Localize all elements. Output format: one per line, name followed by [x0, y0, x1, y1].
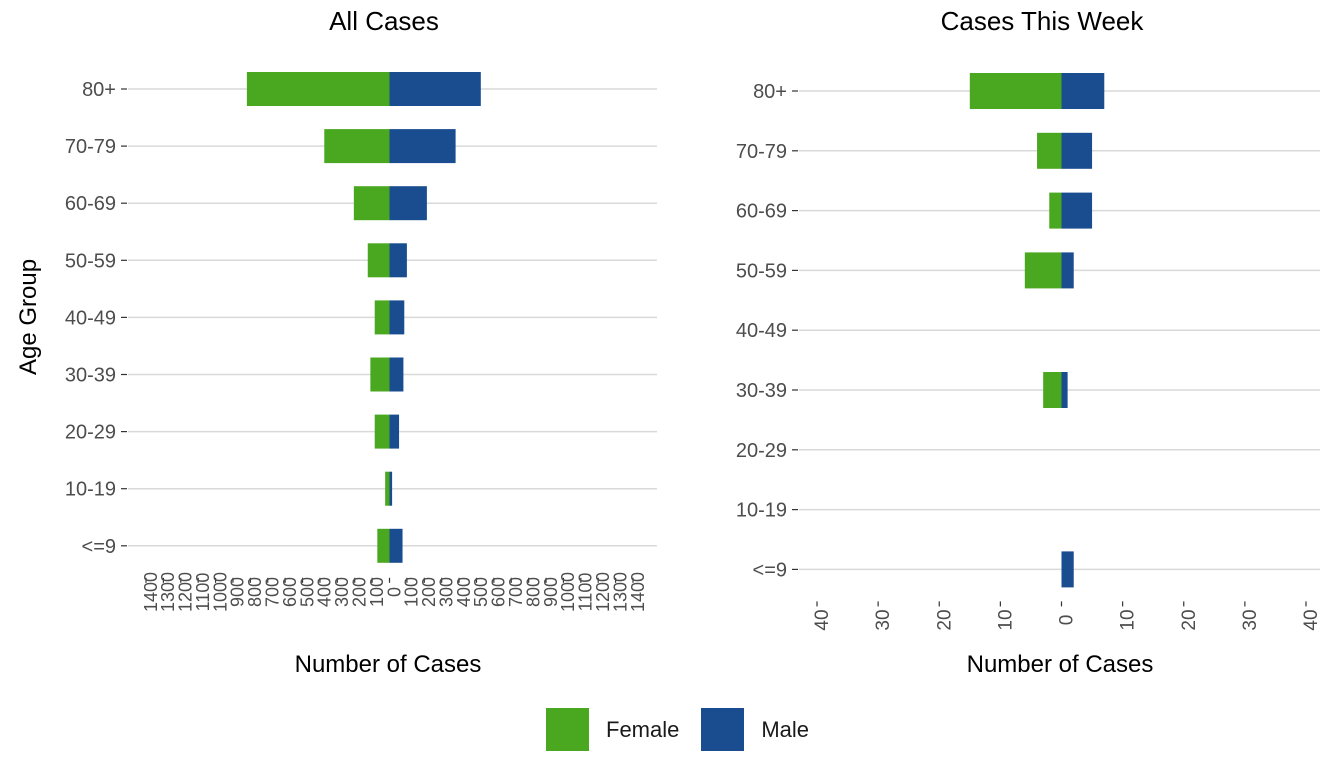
panel-week-x-axis-label: Number of Cases [967, 651, 1154, 678]
panel-all-x-tick-label: 800 [523, 577, 543, 607]
panel-all-bar-male [389, 528, 403, 563]
panel-all-bar-female [374, 414, 390, 449]
panel-all-x-tick-label: 900 [228, 577, 248, 607]
panel-all-x-tick-label: 1200 [593, 572, 613, 612]
panel-all-bar-female [374, 300, 390, 335]
panel-week-category-label: 60-69 [736, 201, 787, 223]
panel-all-bar-female [353, 186, 390, 221]
panel-all-x-tick-label: 300 [436, 577, 456, 607]
chart-root: All Cases 80+ 70-79 60-69 50-59 40-49 30-39 20-… [15, 6, 1322, 678]
panel-week-x-tick-label: 10 [1118, 609, 1139, 630]
panel-week-category-label: 30-39 [736, 380, 787, 402]
panel-week-bar-male [1061, 372, 1068, 408]
panel-all-x-tick-label: 300 [332, 577, 352, 607]
panel-all-category-label: 30-39 [65, 365, 116, 387]
panel-all-x-tick-label: 200 [419, 577, 439, 607]
panel-all-bar-female [377, 528, 390, 563]
panel-all-x-tick-label: 400 [454, 577, 474, 607]
panel-all-x-tick-label: 1100 [576, 573, 596, 612]
panel-week-bar-female [1049, 192, 1062, 229]
panel-all-x-tick-label: 700 [506, 577, 526, 607]
panel-week-x-tick-label: 40 [1301, 609, 1322, 630]
panel-all-bar-male [389, 357, 404, 392]
panel-all-category-label: 50-59 [65, 250, 116, 272]
panel-week-category-label: 70-79 [736, 141, 787, 163]
panel-week-bar-male [1061, 551, 1074, 588]
panel-all-x-tick-label: 600 [489, 577, 509, 607]
panel-week-category-label: 20-29 [736, 440, 787, 462]
panel-week-x-tick-label: 30 [873, 609, 894, 630]
panel-week-category-label: <=9 [753, 559, 787, 581]
panel-all-bar-male [389, 243, 407, 278]
panel-all-x-tick-label: 500 [297, 577, 317, 607]
panel-all-x-axis-label: Number of Cases [295, 651, 482, 678]
panel-all-bar-male [389, 414, 400, 449]
legend-swatch-male [701, 708, 745, 751]
panel-all-category-label: 60-69 [65, 193, 116, 215]
panel-week-bar-male [1061, 252, 1074, 289]
panel-week-bar-female [1043, 372, 1062, 408]
panel-all-x-tick-label: 900 [541, 577, 561, 607]
panel-all-x-tick-label: 600 [280, 577, 300, 607]
legend-label-female: Female [606, 716, 680, 742]
panel-all-x-tick-label: 400 [315, 577, 335, 607]
panel-week-x-tick-label: 30 [1240, 609, 1261, 630]
panel-all-x-tick-label: 1000 [210, 572, 230, 612]
panel-all-x-tick-label: 100 [367, 577, 387, 607]
panel-all-x-tick-label: 200 [349, 577, 369, 607]
panel-week-category-label: 50-59 [736, 260, 787, 282]
panel-all-bar-male [389, 72, 481, 106]
panel-week-category-label: 40-49 [736, 320, 787, 342]
panel-all-bar-male [389, 300, 405, 335]
panel-week-category-label: 80+ [753, 81, 787, 103]
panel-all-x-tick-label: 1300 [158, 572, 178, 612]
panel-all-x-tick-label: 1100 [193, 573, 213, 612]
panel-all-x-tick-label: 1400 [141, 572, 161, 612]
panel-week-bar-male [1061, 192, 1093, 229]
legend: Female Male [546, 708, 831, 751]
panel-all-bar-male [389, 186, 427, 221]
panel-week-bar-female [1024, 252, 1062, 289]
panel-week-bar-male [1061, 132, 1093, 169]
legend-swatch-female [546, 708, 589, 751]
panel-all-x-tick-label: 1300 [610, 572, 630, 612]
panel-all-bar-female [324, 129, 390, 164]
panel-week-x-tick-label: 20 [934, 609, 955, 630]
legend-item-female: Female [546, 708, 679, 751]
panel-all-bar-female [385, 471, 390, 506]
panel-all-y-axis-label: Age Group [15, 259, 42, 375]
panel-week-x-tick-label: 20 [1179, 609, 1200, 630]
panel-all-x-tick-label: 0 [384, 587, 404, 597]
panel-week-x-tick-label: 10 [995, 609, 1016, 630]
panel-week-x-tick-label: 40 [812, 609, 833, 630]
panel-week-bar-female [1037, 132, 1062, 169]
panel-week-category-label: 10-19 [736, 500, 787, 522]
panel-all-category-label: 80+ [82, 79, 116, 101]
panel-all-bar-male [389, 129, 456, 164]
panel-all-category-label: 20-29 [65, 422, 116, 444]
panel-week-title: Cases This Week [941, 6, 1145, 36]
legend-label-male: Male [761, 716, 810, 742]
panel-all-bar-female [370, 357, 390, 392]
panel-all-category-label: 10-19 [65, 479, 116, 501]
panel-all-bar-male [389, 471, 393, 506]
panel-all-x-tick-label: 800 [245, 577, 265, 607]
panel-all-bar-female [246, 72, 390, 106]
panel-all-category-label: 40-49 [65, 307, 116, 329]
panel-all-bar-female [367, 243, 390, 278]
panel-all-category-label: <=9 [82, 536, 116, 558]
panel-all-x-tick-label: 700 [263, 577, 283, 607]
panel-all-x-tick-label: 500 [471, 577, 491, 607]
panel-all-category-label: 70-79 [65, 136, 116, 158]
panel-all-title: All Cases [329, 6, 439, 36]
panel-all-x-tick-label: 1200 [176, 572, 196, 612]
panel-all-x-tick-label: 1400 [628, 572, 648, 612]
panel-week-bar-male [1061, 73, 1105, 109]
panel-all-x-tick-label: 1000 [558, 572, 578, 612]
panel-week-x-tick-label: 0 [1057, 615, 1078, 626]
panel-week-bar-female [969, 73, 1062, 109]
legend-item-male: Male [701, 708, 809, 751]
panel-all-x-tick-label: 100 [402, 577, 422, 607]
